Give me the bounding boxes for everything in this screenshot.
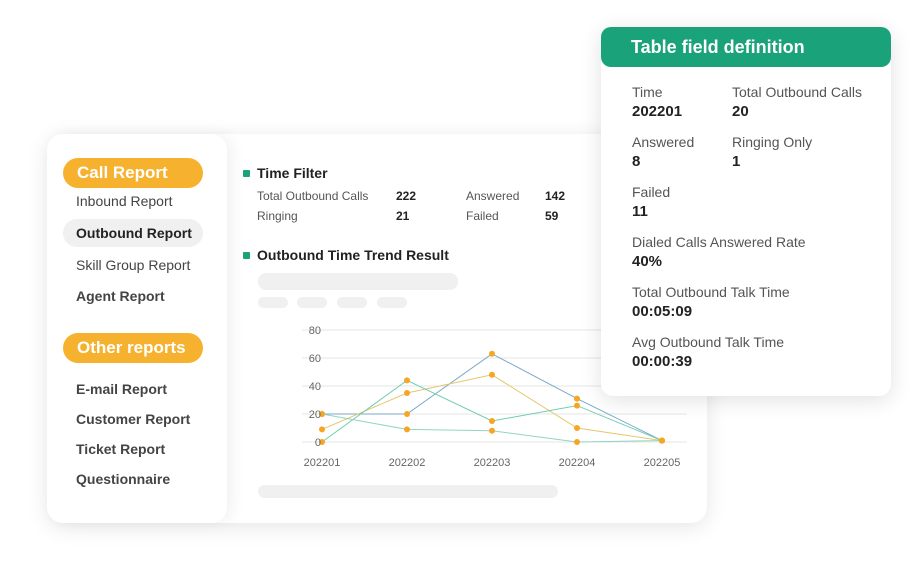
def-value-answered-rate: 40%	[632, 253, 663, 270]
y-tick-label: 80	[309, 325, 321, 337]
def-label-failed: Failed	[632, 184, 671, 200]
y-tick-label: 20	[309, 409, 321, 421]
def-value-answered: 8	[632, 153, 641, 170]
y-tick-label: 0	[315, 437, 321, 449]
call-report-heading[interactable]: Call Report	[63, 158, 203, 188]
def-value-failed: 11	[632, 203, 648, 220]
def-label-time: Time	[632, 84, 663, 100]
def-value-total-outbound-calls: 20	[732, 103, 749, 120]
def-value-ringing-only: 1	[732, 153, 741, 170]
trend-title-label: Outbound Time Trend Result	[257, 247, 449, 263]
y-tick-label: 40	[309, 381, 321, 393]
time-filter-title: Time Filter	[243, 165, 328, 181]
skeleton-chip	[377, 297, 407, 308]
sidebar-item-outbound-report[interactable]: Outbound Report	[63, 219, 203, 247]
trend-title: Outbound Time Trend Result	[243, 247, 449, 263]
def-label-answered-rate: Dialed Calls Answered Rate	[632, 234, 806, 250]
data-point[interactable]	[404, 411, 410, 417]
sidebar-item-email-report[interactable]: E-mail Report	[76, 381, 168, 397]
data-point[interactable]	[319, 439, 325, 445]
stat-label-ringing: Ringing	[257, 209, 298, 223]
x-tick-label: 202205	[644, 457, 681, 469]
def-value-total-talk-time: 00:05:09	[632, 303, 693, 320]
report-card: Call Report Inbound Report Outbound Repo…	[47, 134, 707, 523]
skeleton-chip	[258, 297, 288, 308]
data-point[interactable]	[319, 426, 325, 433]
data-point[interactable]	[574, 402, 580, 409]
green-dot-icon	[243, 251, 250, 259]
data-point[interactable]	[404, 426, 410, 433]
outbound-trend-chart: 0 20 40 60 80 202201 202202 202203 202204 202205	[302, 325, 687, 469]
def-label-total-talk-time: Total Outbound Talk Time	[632, 284, 790, 300]
data-point[interactable]	[319, 411, 325, 417]
data-point[interactable]	[489, 418, 495, 424]
stat-value-total-outbound: 222	[396, 189, 417, 203]
skeleton-footer-bar	[258, 485, 558, 498]
data-point[interactable]	[574, 425, 580, 431]
sidebar-item-skill-group-report[interactable]: Skill Group Report	[76, 257, 191, 273]
stat-value-ringing: 21	[396, 209, 410, 223]
x-tick-label: 202204	[559, 457, 596, 469]
sidebar-item-ticket-report[interactable]: Ticket Report	[76, 441, 166, 457]
stat-value-answered: 142	[545, 189, 566, 203]
definition-title: Table field definition	[601, 27, 891, 67]
stat-label-failed: Failed	[466, 209, 499, 223]
def-label-answered: Answered	[632, 134, 695, 150]
stat-value-failed: 59	[545, 209, 559, 223]
green-dot-icon	[243, 169, 250, 177]
skeleton-chip	[337, 297, 367, 308]
stat-label-answered: Answered	[466, 189, 520, 203]
data-point[interactable]	[489, 427, 495, 434]
data-point[interactable]	[404, 390, 410, 396]
report-sidebar: Call Report Inbound Report Outbound Repo…	[47, 134, 227, 523]
def-label-avg-talk-time: Avg Outbound Talk Time	[632, 334, 785, 350]
data-point[interactable]	[574, 439, 580, 445]
data-point[interactable]	[404, 377, 410, 384]
sidebar-item-inbound-report[interactable]: Inbound Report	[76, 193, 173, 209]
skeleton-bar	[258, 273, 458, 290]
other-reports-heading[interactable]: Other reports	[63, 333, 203, 363]
x-tick-label: 202201	[304, 457, 341, 469]
def-value-avg-talk-time: 00:00:39	[632, 353, 693, 370]
data-point[interactable]	[489, 350, 495, 357]
time-filter-label: Time Filter	[257, 165, 328, 181]
table-field-definition-card: Table field definition Time 202201 Total…	[601, 27, 891, 396]
x-tick-label: 202203	[474, 457, 511, 469]
stat-label-total-outbound: Total Outbound Calls	[257, 189, 369, 203]
def-value-time: 202201	[632, 103, 683, 120]
sidebar-item-questionnaire[interactable]: Questionnaire	[76, 471, 171, 487]
sidebar-item-customer-report[interactable]: Customer Report	[76, 411, 191, 427]
def-label-ringing-only: Ringing Only	[732, 134, 813, 150]
data-point[interactable]	[489, 371, 495, 378]
sidebar-item-agent-report[interactable]: Agent Report	[76, 288, 165, 304]
data-point[interactable]	[574, 395, 580, 402]
def-label-total-outbound-calls: Total Outbound Calls	[732, 84, 862, 100]
data-point[interactable]	[659, 437, 665, 444]
x-tick-label: 202202	[389, 457, 426, 469]
y-tick-label: 60	[309, 353, 321, 365]
skeleton-chip	[297, 297, 327, 308]
